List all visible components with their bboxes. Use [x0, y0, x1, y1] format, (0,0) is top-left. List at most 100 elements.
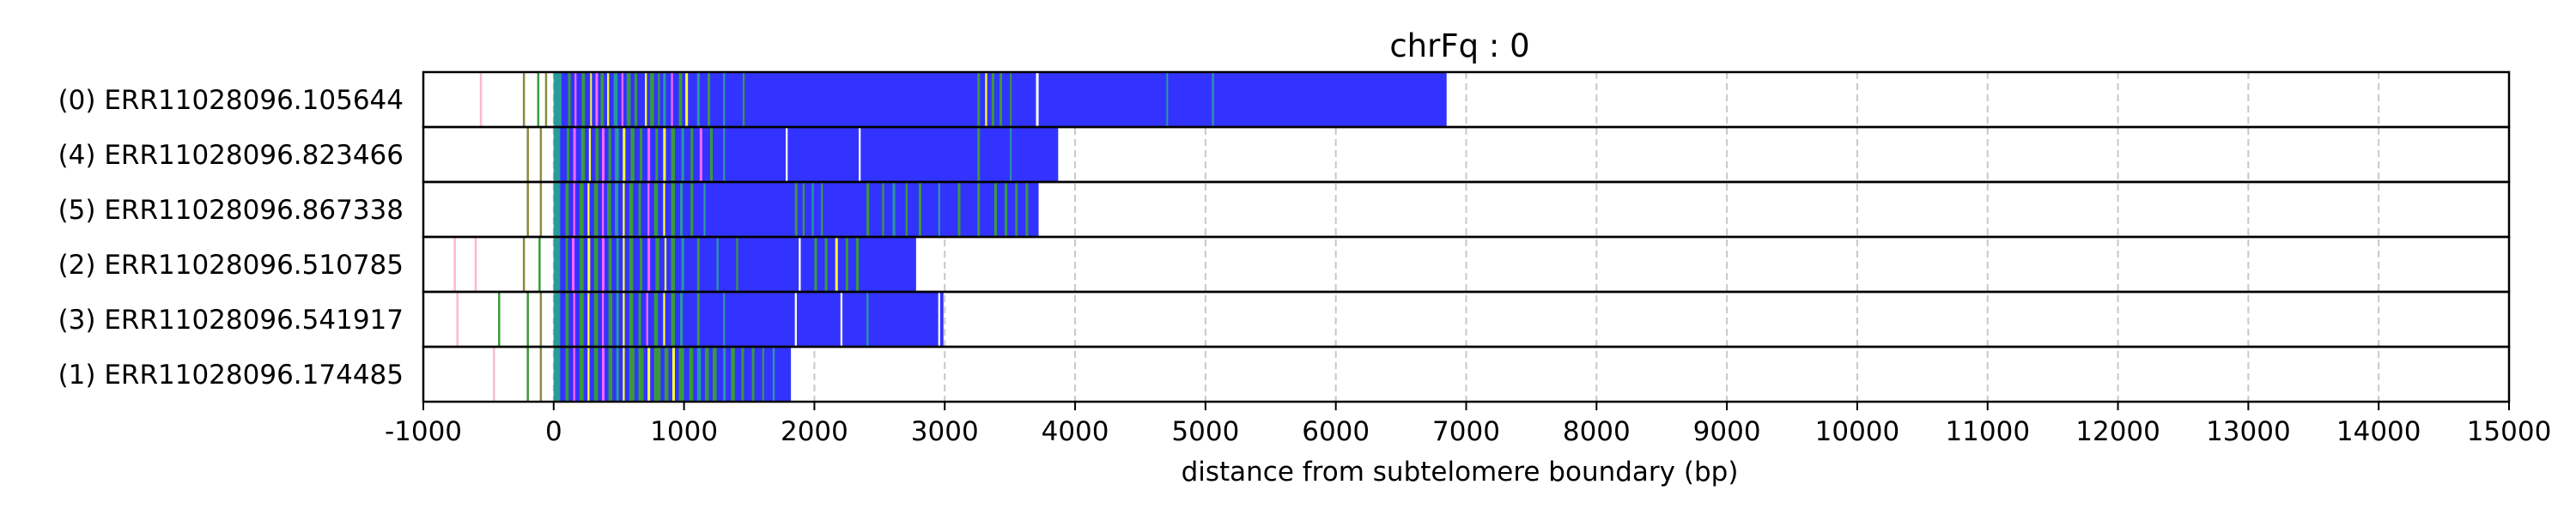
- upstream-repeat-mark: [537, 72, 540, 127]
- repeat-segment: [671, 292, 675, 347]
- repeat-segment: [991, 72, 994, 127]
- repeat-segment: [573, 127, 576, 182]
- repeat-segment: [723, 292, 726, 347]
- upstream-repeat-mark: [539, 292, 543, 347]
- repeat-segment: [999, 72, 1003, 127]
- repeat-segment: [699, 127, 702, 182]
- repeat-segment: [751, 347, 755, 402]
- repeat-segment: [663, 182, 665, 237]
- repeat-segment: [671, 127, 675, 182]
- chart-title: chrFq : 0: [1389, 27, 1529, 64]
- repeat-segment: [957, 182, 961, 237]
- repeat-segment: [623, 182, 625, 237]
- repeat-segment: [653, 292, 659, 347]
- read-rows: [453, 72, 1447, 402]
- x-tick-label: 15000: [2467, 416, 2552, 447]
- repeat-segment: [588, 127, 592, 182]
- x-axis-label: distance from subtelomere boundary (bp): [1182, 457, 1739, 488]
- repeat-segment: [580, 182, 584, 237]
- upstream-repeat-mark: [539, 347, 543, 402]
- repeat-segment: [616, 292, 619, 347]
- read-row: [526, 182, 1039, 237]
- repeat-segment: [802, 182, 805, 237]
- repeat-segment: [653, 347, 661, 402]
- x-tick-label: 10000: [1815, 416, 1900, 447]
- repeat-segment: [580, 237, 584, 292]
- repeat-segment: [731, 347, 735, 402]
- repeat-segment: [553, 292, 561, 347]
- repeat-segment: [593, 292, 598, 347]
- repeat-segment: [845, 237, 848, 292]
- x-tick-label: 0: [545, 416, 562, 447]
- repeat-segment: [638, 292, 641, 347]
- repeat-segment: [653, 182, 659, 237]
- repeat-segment: [707, 72, 710, 127]
- repeat-segment: [593, 182, 598, 237]
- repeat-segment: [580, 292, 584, 347]
- upstream-repeat-mark: [453, 237, 456, 292]
- repeat-segment: [623, 237, 625, 292]
- x-tick-label: 5000: [1171, 416, 1239, 447]
- repeat-segment: [811, 182, 814, 237]
- repeat-segment: [629, 237, 634, 292]
- repeat-segment: [938, 292, 940, 347]
- repeat-segment: [794, 182, 798, 237]
- upstream-repeat-mark: [526, 292, 529, 347]
- repeat-segment: [1015, 182, 1018, 237]
- repeat-segment: [794, 292, 797, 347]
- repeat-segment: [640, 237, 643, 292]
- repeat-segment: [572, 237, 575, 292]
- repeat-segment: [574, 72, 577, 127]
- read-row: [456, 292, 944, 347]
- repeat-segment: [690, 127, 694, 182]
- repeat-segment: [587, 347, 590, 402]
- repeat-segment: [647, 182, 650, 237]
- read-row: [526, 127, 1059, 182]
- repeat-segment: [663, 127, 666, 182]
- repeat-segment: [709, 127, 714, 182]
- repeat-segment: [650, 72, 654, 127]
- repeat-segment: [736, 237, 738, 292]
- x-tick-label: -1000: [385, 416, 462, 447]
- upstream-repeat-mark: [498, 292, 501, 347]
- repeat-segment: [608, 127, 611, 182]
- repeat-segment: [647, 237, 651, 292]
- repeat-segment: [566, 127, 570, 182]
- repeat-segment: [647, 347, 651, 402]
- repeat-segment: [658, 72, 660, 127]
- repeat-segment: [616, 237, 619, 292]
- repeat-segment: [580, 347, 584, 402]
- repeat-segment: [595, 72, 598, 127]
- repeat-segment: [664, 347, 669, 402]
- row-label: (5) ERR11028096.867338: [58, 195, 404, 226]
- repeat-segment: [626, 72, 631, 127]
- repeat-segment: [977, 127, 981, 182]
- repeat-segment: [553, 72, 562, 127]
- repeat-segment: [1010, 127, 1012, 182]
- repeat-segment: [664, 237, 667, 292]
- repeat-segment: [905, 182, 908, 237]
- upstream-repeat-mark: [522, 72, 526, 127]
- repeat-segment: [696, 237, 700, 292]
- repeat-segment: [856, 237, 860, 292]
- repeat-segment: [645, 72, 647, 127]
- repeat-segment: [866, 292, 869, 347]
- upstream-repeat-mark: [539, 182, 543, 237]
- repeat-segment: [607, 182, 611, 237]
- repeat-segment: [615, 182, 618, 237]
- repeat-segment: [866, 182, 870, 237]
- repeat-segment: [741, 347, 744, 402]
- repeat-segment: [587, 237, 591, 292]
- repeat-segment: [703, 182, 706, 237]
- repeat-segment: [723, 127, 726, 182]
- read-bar: [553, 237, 916, 292]
- x-tick-label: 11000: [1945, 416, 2030, 447]
- repeat-segment: [918, 182, 921, 237]
- repeat-segment: [762, 347, 764, 402]
- read-bar: [553, 127, 1059, 182]
- read-row: [492, 347, 792, 402]
- repeat-segment: [593, 237, 598, 292]
- repeat-segment: [616, 347, 619, 402]
- repeat-segment: [581, 72, 586, 127]
- repeat-segment: [663, 292, 665, 347]
